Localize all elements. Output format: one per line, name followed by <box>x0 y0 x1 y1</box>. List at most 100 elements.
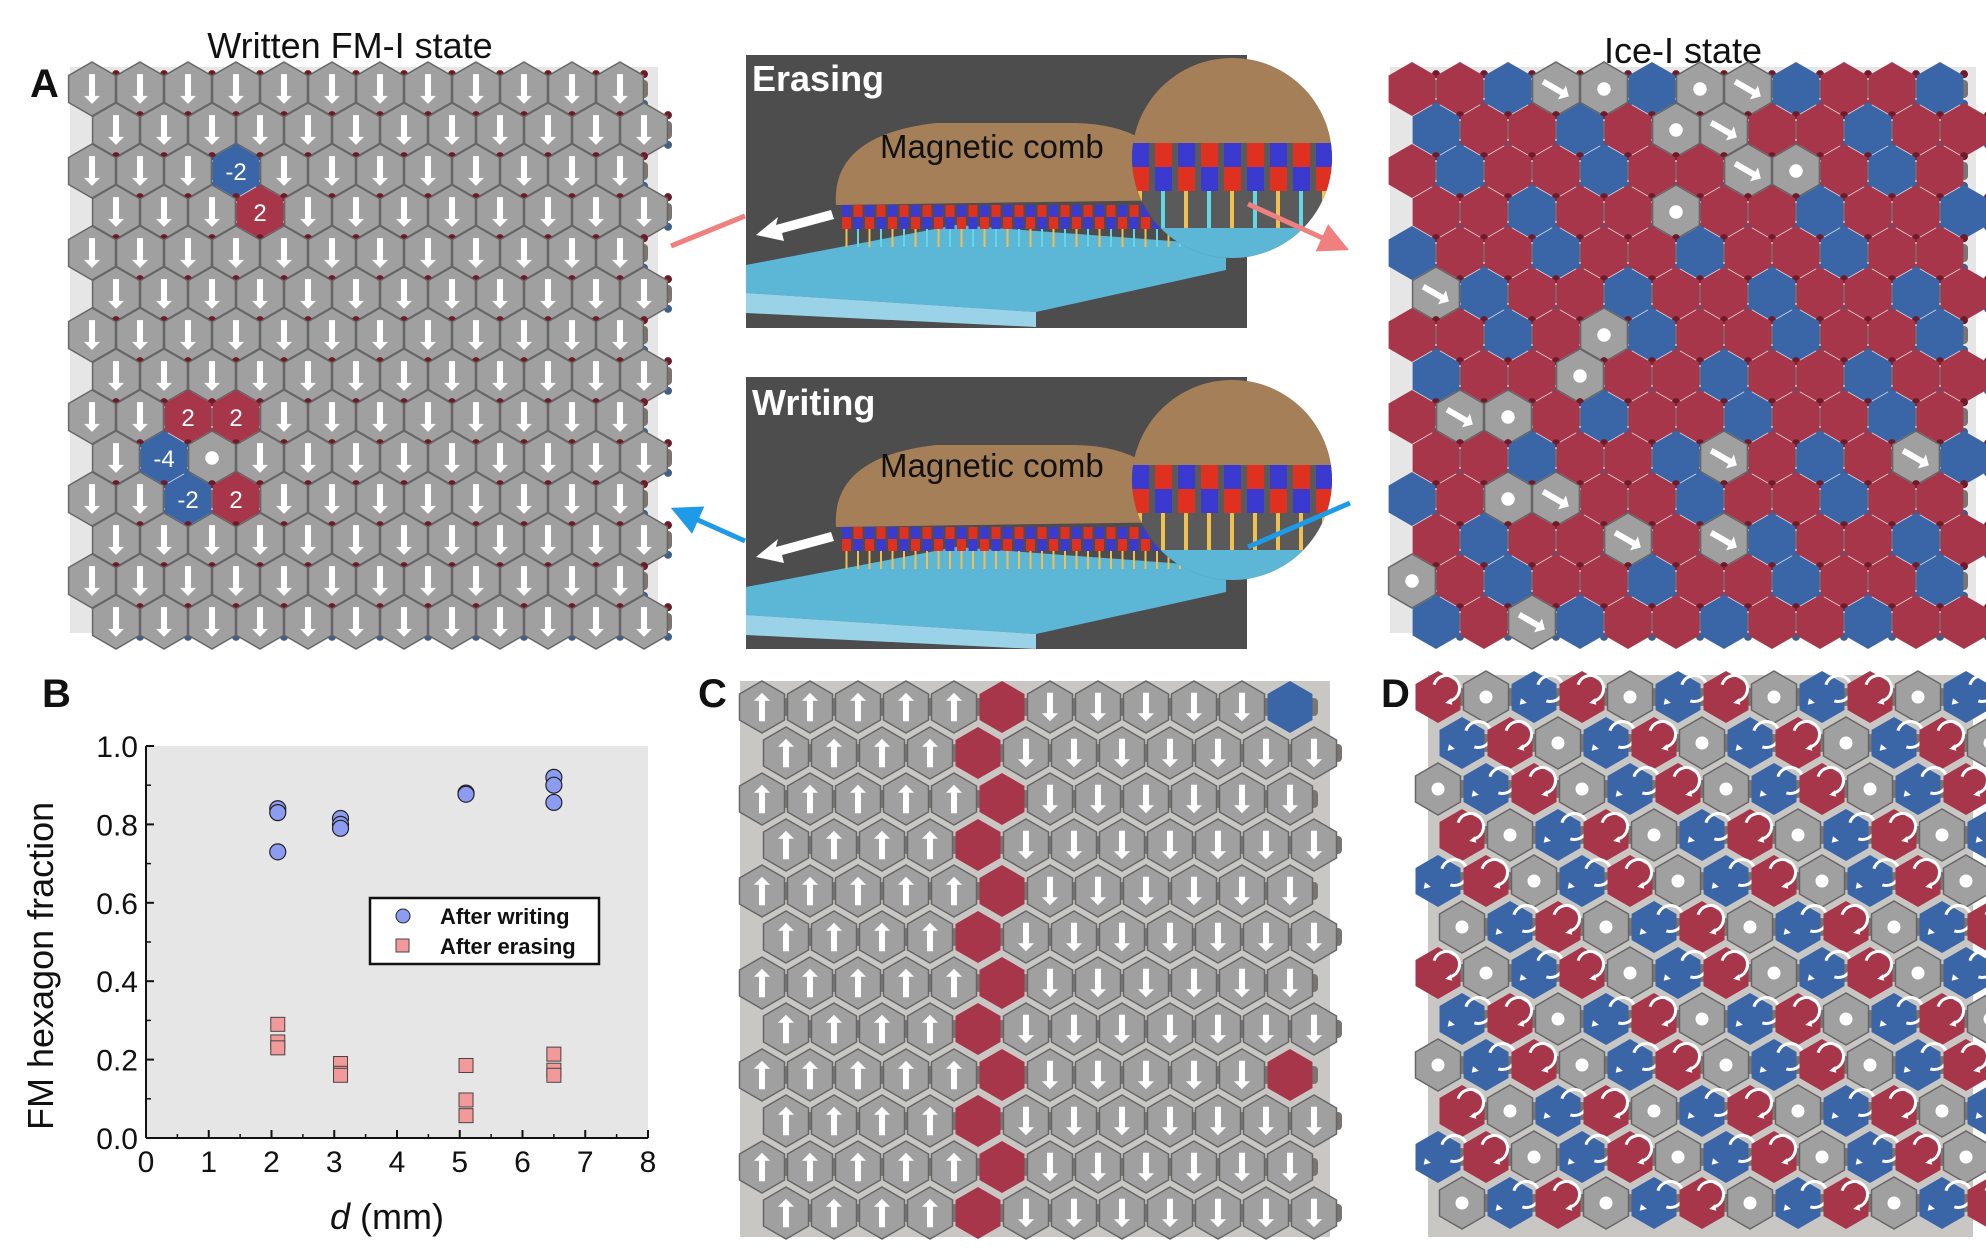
up-arrow-icon <box>850 876 866 906</box>
up-arrow-icon <box>874 738 890 768</box>
erasing-data-point <box>270 1040 286 1056</box>
dot-icon <box>1959 874 1973 888</box>
up-arrow-icon <box>898 692 914 722</box>
blue-hexagon <box>1484 62 1532 116</box>
clockwise-arrow-icon <box>1864 674 1893 705</box>
red-hexagon <box>1796 349 1844 403</box>
counterclockwise-arrow-icon <box>1927 1180 1973 1211</box>
magnet-bottom <box>1141 539 1150 551</box>
magnet-top <box>1129 527 1139 539</box>
clockwise-arrow-icon <box>1936 996 1965 1027</box>
clockwise-arrow-icon <box>1960 766 1986 797</box>
red-hexagon <box>1388 308 1436 362</box>
up-arrow-icon <box>754 1152 770 1182</box>
red-hexagon <box>1267 1049 1313 1101</box>
blue-hexagon <box>1583 717 1629 769</box>
clockwise-arrow-icon <box>1816 1042 1845 1073</box>
magnet-top <box>934 205 943 217</box>
magnet-bottom <box>1083 217 1093 229</box>
down-arrow-icon <box>1042 968 1058 998</box>
up-arrow-icon <box>754 876 770 906</box>
red-hexagon <box>1868 308 1916 362</box>
magnet-bottom <box>968 539 978 551</box>
panel-label-b: B <box>42 672 71 716</box>
magnet-bottom <box>1037 539 1047 551</box>
blue-hexagon <box>1796 431 1844 485</box>
erase-arrow-out <box>1246 201 1350 252</box>
down-arrow-icon <box>1234 784 1250 814</box>
down-arrow-icon <box>252 607 268 637</box>
up-arrow-icon <box>826 1014 842 1044</box>
down-arrow-icon <box>420 238 436 268</box>
red-hexagon <box>1919 717 1965 769</box>
down-arrow-icon <box>1186 1152 1202 1182</box>
down-arrow-icon <box>1258 1198 1274 1228</box>
magnet-bottom <box>1106 217 1116 229</box>
down-arrow-icon <box>1138 876 1154 906</box>
slab-edge <box>746 293 1036 327</box>
erasing-diagram <box>746 55 1332 328</box>
up-arrow-icon <box>826 1198 842 1228</box>
down-arrow-icon <box>1234 876 1250 906</box>
magnet-bottom <box>1026 217 1035 229</box>
x-axis-label-unit: (mm) <box>350 1196 444 1237</box>
blue-hexagon <box>1820 472 1868 526</box>
erasing-title: Erasing <box>752 58 885 99</box>
red-hexagon <box>1388 144 1436 198</box>
magnet-top <box>1072 205 1081 217</box>
down-arrow-icon <box>1258 922 1274 952</box>
dot-icon <box>1695 736 1709 750</box>
red-hexagon <box>1676 308 1724 362</box>
up-arrow-icon <box>778 830 794 860</box>
down-arrow-icon <box>180 320 196 350</box>
red-hexagon <box>1583 1085 1629 1137</box>
down-arrow-icon <box>1114 922 1130 952</box>
blue-hexagon <box>1679 1085 1725 1137</box>
red-hexagon <box>1439 809 1485 861</box>
magnet-bottom <box>1014 539 1024 551</box>
clockwise-arrow-icon <box>1624 1134 1653 1165</box>
magnet-top <box>876 527 886 539</box>
red-hexagon <box>1895 855 1941 907</box>
down-arrow-icon <box>468 156 484 186</box>
counterclockwise-arrow-icon <box>1687 812 1733 843</box>
up-arrow-icon <box>898 876 914 906</box>
legend-label: After erasing <box>440 934 576 959</box>
down-arrow-icon <box>1306 1014 1322 1044</box>
x-axis-label-variable: d <box>330 1196 351 1237</box>
red-hexagon <box>1508 103 1556 157</box>
clockwise-arrow-icon <box>1744 812 1773 843</box>
dot-icon <box>1959 1150 1973 1164</box>
red-hexagon <box>1748 103 1796 157</box>
magnet-top <box>980 527 989 539</box>
blue-hexagon <box>1415 855 1461 907</box>
write-arrow-in <box>1247 500 1351 550</box>
down-arrow-icon <box>324 238 340 268</box>
red-hexagon <box>1532 554 1580 608</box>
blue-hexagon <box>1676 226 1724 280</box>
red-hexagon <box>1676 554 1724 608</box>
clockwise-arrow-icon <box>1912 1134 1941 1165</box>
down-arrow-icon <box>564 320 580 350</box>
writing-data-point <box>545 793 563 812</box>
down-arrow-icon <box>132 156 148 186</box>
blue-hexagon <box>1895 763 1941 815</box>
red-hexagon <box>1631 717 1677 769</box>
counterclockwise-arrow-icon <box>1807 950 1853 981</box>
down-arrow-icon <box>108 115 124 145</box>
down-arrow-icon <box>1066 1106 1082 1136</box>
clockwise-arrow-icon <box>1576 674 1605 705</box>
dot-icon <box>1767 690 1781 704</box>
blue-hexagon <box>1556 103 1604 157</box>
magnet-top <box>968 205 978 217</box>
down-arrow-icon <box>396 115 412 145</box>
fm-lattice-panel: -222 2-4-2 2 <box>67 61 672 650</box>
down-arrow-icon <box>396 525 412 555</box>
red-hexagon <box>1967 903 1986 951</box>
magnet-bottom <box>1049 217 1058 229</box>
blue-hexagon <box>1943 947 1986 999</box>
magnet-top <box>1072 527 1081 539</box>
red-hexagon <box>1580 472 1628 526</box>
red-hexagon <box>1868 226 1916 280</box>
down-arrow-icon <box>492 197 508 227</box>
